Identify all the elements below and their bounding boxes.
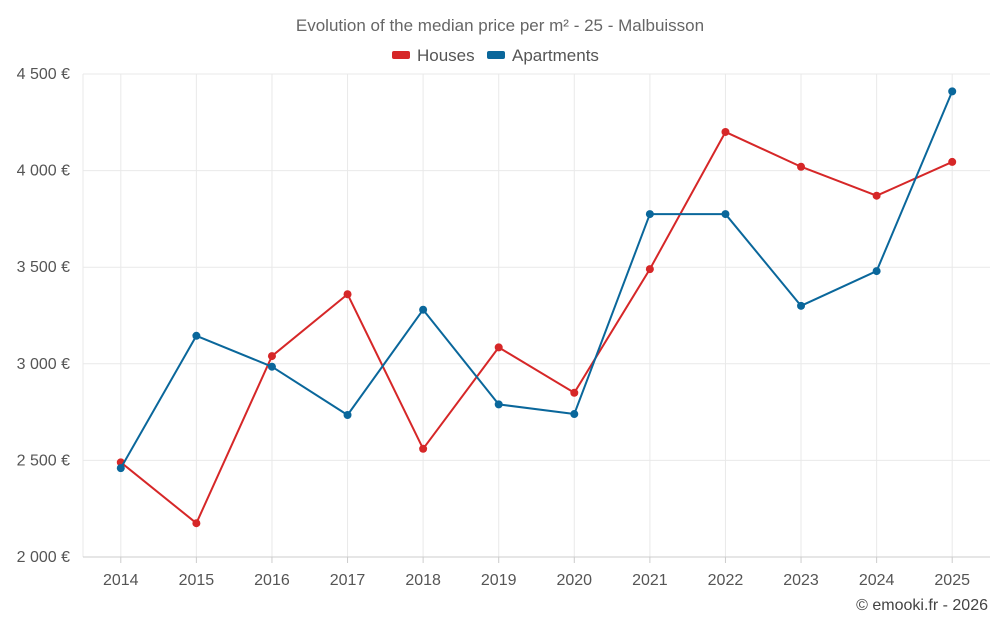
x-tick-label: 2024 <box>859 572 895 589</box>
data-point-apartments[interactable] <box>343 410 352 419</box>
legend-swatch <box>487 51 505 59</box>
x-tick-label: 2014 <box>103 572 139 589</box>
x-tick-label: 2023 <box>783 572 819 589</box>
legend-item-houses[interactable]: Houses <box>392 46 475 65</box>
y-tick-label: 2 000 € <box>17 549 70 566</box>
x-tick-label: 2020 <box>556 572 592 589</box>
series-houses <box>116 127 957 528</box>
data-point-apartments[interactable] <box>419 305 428 314</box>
x-tick-label: 2018 <box>405 572 441 589</box>
data-point-houses[interactable] <box>419 444 428 453</box>
data-point-houses[interactable] <box>267 352 276 361</box>
data-point-apartments[interactable] <box>494 400 503 409</box>
x-tick-label: 2016 <box>254 572 290 589</box>
data-point-houses[interactable] <box>494 343 503 352</box>
x-tick-label: 2025 <box>934 572 970 589</box>
x-tick-label: 2017 <box>330 572 366 589</box>
data-point-apartments[interactable] <box>116 464 125 473</box>
y-tick-label: 4 000 € <box>17 163 70 180</box>
credit-text: © emooki.fr - 2026 <box>856 597 988 614</box>
data-point-apartments[interactable] <box>948 87 957 96</box>
data-point-houses[interactable] <box>721 127 730 136</box>
data-point-houses[interactable] <box>192 519 201 528</box>
x-tick-label: 2015 <box>179 572 215 589</box>
series-line-apartments <box>119 91 954 469</box>
chart-title: Evolution of the median price per m² - 2… <box>296 16 704 35</box>
data-point-houses[interactable] <box>645 265 654 274</box>
data-point-houses[interactable] <box>872 191 881 200</box>
y-tick-label: 3 000 € <box>17 356 70 373</box>
data-point-houses[interactable] <box>797 162 806 171</box>
data-point-apartments[interactable] <box>797 301 806 310</box>
data-point-houses[interactable] <box>570 388 579 397</box>
data-point-apartments[interactable] <box>872 267 881 276</box>
series <box>116 87 957 528</box>
series-apartments <box>116 87 957 473</box>
series-line-houses <box>120 130 953 525</box>
legend-label: Apartments <box>512 46 599 65</box>
x-tick-label: 2022 <box>708 572 744 589</box>
legend-item-apartments[interactable]: Apartments <box>487 46 599 65</box>
data-point-apartments[interactable] <box>267 362 276 371</box>
y-tick-label: 2 500 € <box>17 452 70 469</box>
data-point-apartments[interactable] <box>645 210 654 219</box>
grid <box>83 73 990 558</box>
data-point-houses[interactable] <box>343 290 352 299</box>
data-point-houses[interactable] <box>948 157 957 166</box>
data-point-apartments[interactable] <box>570 410 579 419</box>
y-tick-label: 3 500 € <box>17 259 70 276</box>
data-point-apartments[interactable] <box>192 331 201 340</box>
y-tick-label: 4 500 € <box>17 66 70 83</box>
legend-label: Houses <box>417 46 475 65</box>
legend[interactable]: Houses Apartments <box>392 46 599 65</box>
x-tick-label: 2019 <box>481 572 517 589</box>
x-tick-label: 2021 <box>632 572 668 589</box>
axes: 2 000 € 2 500 € 3 000 € 3 500 € 4 000 € 4 500… <box>17 66 990 589</box>
data-point-apartments[interactable] <box>721 210 730 219</box>
legend-swatch <box>392 51 410 59</box>
